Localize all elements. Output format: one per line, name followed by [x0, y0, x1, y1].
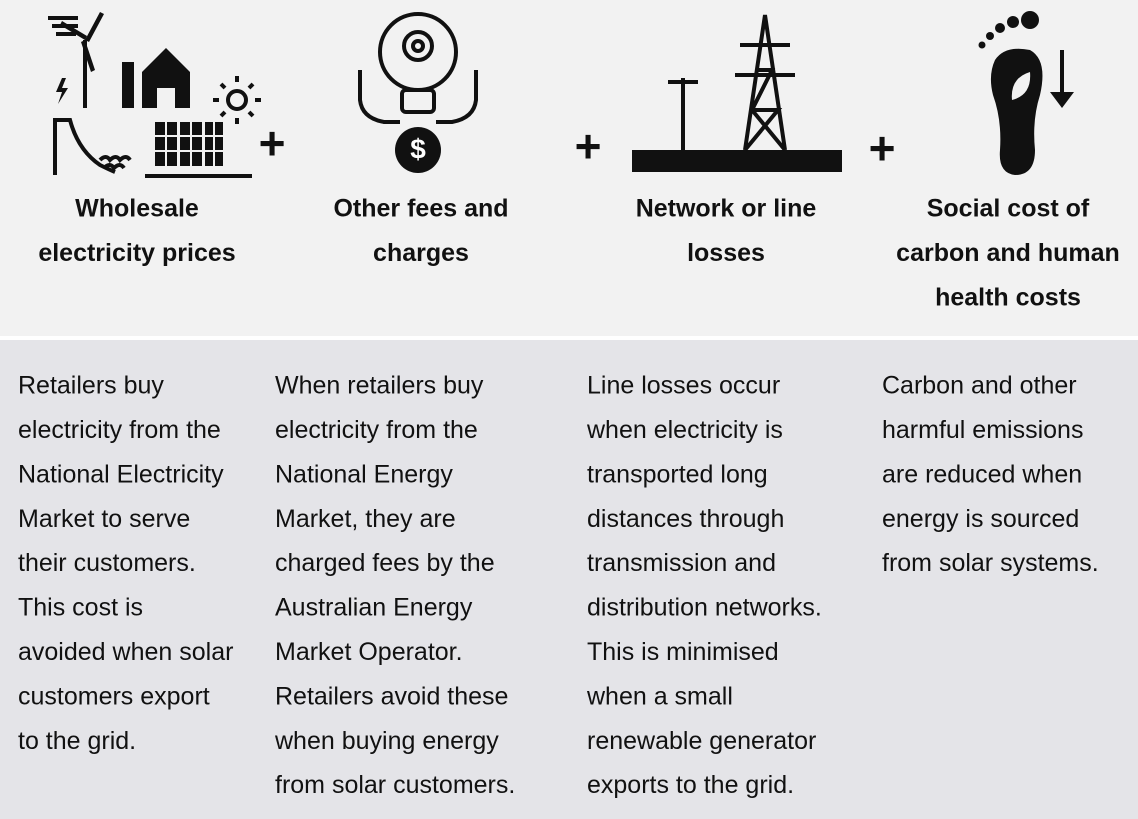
column-title: Network or line: [636, 195, 817, 223]
column-description: This is minimised: [587, 638, 779, 666]
column-description: When retailers buy: [275, 372, 484, 400]
plus-sign: +: [575, 120, 602, 172]
column-title: health costs: [935, 284, 1081, 312]
top-panel: [0, 0, 1138, 336]
column-description: electricity from the: [18, 416, 221, 444]
column-description: energy is sourced: [882, 505, 1079, 533]
column-title: Social cost of: [927, 195, 1090, 223]
column-description: charged fees by the: [275, 549, 495, 577]
column-description: Market to serve: [18, 505, 190, 533]
column-title: Other fees and: [333, 195, 508, 223]
column-description: Market Operator.: [275, 638, 463, 666]
column-description: to the grid.: [18, 727, 136, 755]
column-description: renewable generator: [587, 727, 816, 755]
icon-network: [632, 14, 842, 172]
column-description: Retailers avoid these: [275, 682, 508, 710]
column-description: distances through: [587, 505, 784, 533]
column-title: charges: [373, 239, 469, 267]
column-description: Line losses occur: [587, 372, 780, 400]
column-description: from solar customers.: [275, 771, 515, 799]
column-description: harmful emissions: [882, 416, 1083, 444]
column-description: electricity from the: [275, 416, 478, 444]
column-description: avoided when solar: [18, 638, 233, 666]
column-title: losses: [687, 239, 765, 267]
icon-footprint: [978, 11, 1074, 175]
column-description: distribution networks.: [587, 594, 822, 622]
column-description: customers export: [18, 682, 210, 710]
column-description: Market, they are: [275, 505, 456, 533]
column-description: Carbon and other: [882, 372, 1077, 400]
column-description: transmission and: [587, 549, 776, 577]
icon-fees: $: [358, 12, 478, 173]
column-description: when buying energy: [274, 727, 499, 755]
column-description: exports to the grid.: [587, 771, 794, 799]
plus-sign: +: [259, 117, 286, 169]
bottom-panel: [0, 340, 1138, 819]
column-description: when a small: [586, 682, 733, 710]
plus-sign: +: [869, 122, 896, 174]
column-title: electricity prices: [38, 239, 235, 267]
column-description: transported long: [587, 460, 768, 488]
column-description: their customers.: [18, 549, 196, 577]
column-description: Australian Energy: [275, 594, 473, 622]
svg-text:$: $: [410, 133, 426, 164]
column-description: from solar systems.: [882, 549, 1099, 577]
column-title: carbon and human: [896, 239, 1120, 267]
column-description: National Energy: [275, 460, 453, 488]
icon-wholesale: [48, 12, 261, 178]
column-description: National Electricity: [18, 460, 224, 488]
column-description: are reduced when: [882, 460, 1082, 488]
column-title: Wholesale: [75, 195, 199, 223]
column-description: This cost is: [18, 594, 143, 622]
column-description: when electricity is: [586, 416, 783, 444]
column-description: Retailers buy: [18, 372, 164, 400]
